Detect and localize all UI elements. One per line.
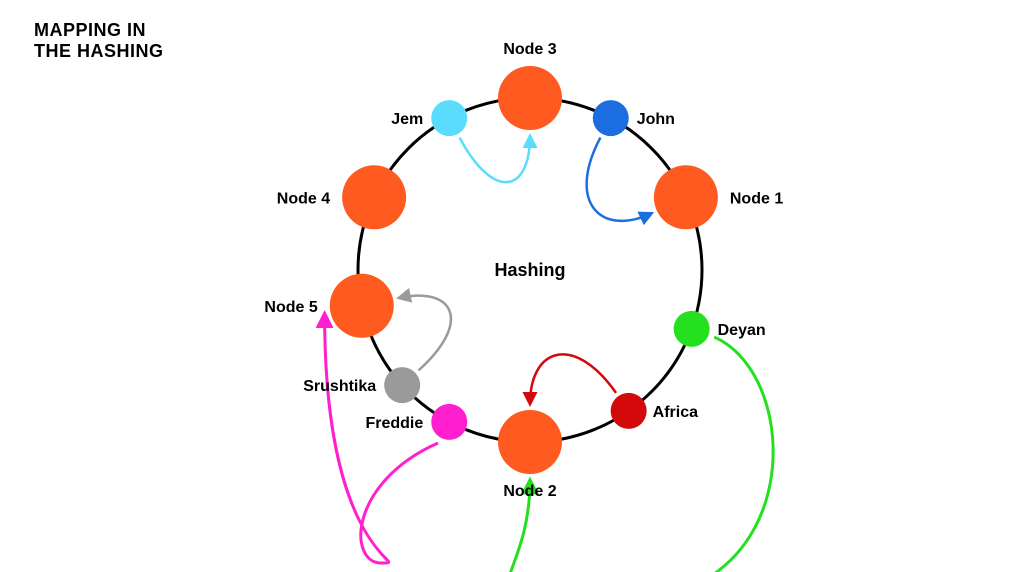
- arrow-jem-to-node3: [460, 136, 530, 182]
- label-node4: Node 4: [277, 190, 330, 207]
- arrow-srushtika-to-node5: [399, 296, 451, 371]
- center-label: Hashing: [494, 260, 565, 280]
- node-node2: [498, 410, 562, 474]
- node-john: [593, 100, 629, 136]
- arrow-africa-to-node2: [530, 354, 616, 404]
- node-node3: [498, 66, 562, 130]
- arrow-john-to-node1: [587, 138, 652, 221]
- label-john: John: [637, 111, 675, 128]
- node-node1: [654, 165, 718, 229]
- label-jem: Jem: [391, 111, 423, 128]
- node-freddie: [431, 404, 467, 440]
- label-node1: Node 1: [730, 190, 783, 207]
- label-node5: Node 5: [264, 299, 317, 316]
- node-jem: [431, 100, 467, 136]
- label-deyan: Deyan: [718, 322, 766, 339]
- label-freddie: Freddie: [365, 415, 423, 432]
- hashing-diagram: Node 3 Node 1 Deyan Africa Node 2 Freddie Srus…: [0, 0, 1024, 572]
- label-node3: Node 3: [503, 41, 556, 58]
- label-srushtika: Srushtika: [303, 378, 376, 395]
- node-deyan: [674, 311, 710, 347]
- label-node2: Node 2: [503, 483, 556, 500]
- node-node5: [330, 274, 394, 338]
- label-africa: Africa: [653, 404, 698, 421]
- node-africa: [611, 393, 647, 429]
- node-srushtika: [384, 367, 420, 403]
- arrow-freddie-to-node5: [325, 314, 438, 563]
- node-node4: [342, 165, 406, 229]
